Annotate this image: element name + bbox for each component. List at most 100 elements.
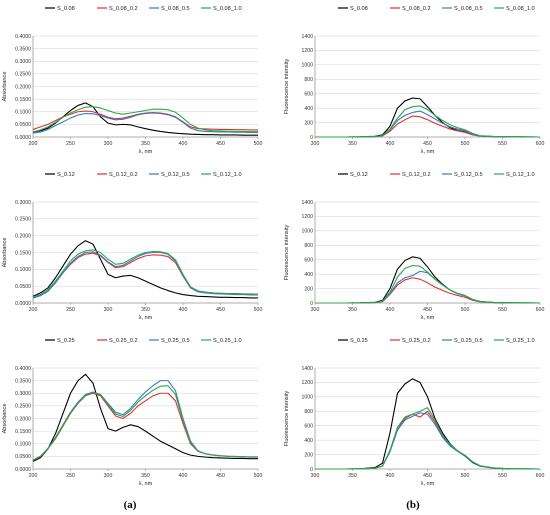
x-tick-label: 300 <box>104 473 113 479</box>
x-tick-label: 300 <box>104 141 113 147</box>
legend: S_0.08 S_0.08_0.2 S_0.08_0.5 S_0.08_1.0 <box>45 6 242 12</box>
series-line-S_0.08 <box>315 97 541 138</box>
y-tick-label: 0.2000 <box>15 416 31 422</box>
legend-entry: S_0.08_1.0 <box>506 6 535 12</box>
legend-entry: S_0.12_0.5 <box>161 172 190 178</box>
y-tick-label: 0 <box>310 467 313 473</box>
y-tick-label: 1000 <box>301 229 313 235</box>
y-tick-label: 600 <box>304 92 313 98</box>
x-tick-label: 400 <box>179 307 188 313</box>
y-tick-label: 0.1500 <box>15 97 31 103</box>
legend-entry: S_0.12 <box>350 172 368 178</box>
x-tick-label: 500 <box>254 141 263 147</box>
series-line-S_0.25 <box>32 373 258 462</box>
y-tick-label: 0.4000 <box>15 34 31 40</box>
x-tick-label: 250 <box>66 473 75 479</box>
chart-panel-4: 0 200 400 600 800 1000 1200 1400 300 350 400 450 500… <box>284 172 544 321</box>
y-tick-label: 600 <box>304 424 313 430</box>
x-tick-label: 350 <box>141 307 150 313</box>
y-tick-label: 400 <box>304 272 313 278</box>
x-tick-label: 600 <box>536 141 545 147</box>
x-tick-label: 300 <box>311 141 320 147</box>
y-tick-label: 200 <box>304 452 313 458</box>
x-axis-label: λ, nm <box>421 149 435 155</box>
x-tick-label: 500 <box>461 141 470 147</box>
y-tick-label: 0.2500 <box>15 404 31 410</box>
legend-entry: S_0.12 <box>57 172 75 178</box>
y-tick-label: 1200 <box>301 214 313 220</box>
x-tick-label: 550 <box>498 141 507 147</box>
x-axis-label: λ, nm <box>139 149 153 155</box>
y-tick-label: 0.3000 <box>15 59 31 65</box>
legend-entry: S_0.08_0.2 <box>402 6 431 12</box>
y-tick-label: 200 <box>304 286 313 292</box>
series-line-S_0.08_1.0 <box>315 105 541 138</box>
y-axis-label: Fluorescence intensity <box>284 224 290 280</box>
chart-panel-1: 0.0000 0.0500 0.1000 0.1500 0.2000 0.2500 0.30… <box>2 6 262 155</box>
series-line-S_0.12_1.0 <box>315 264 541 304</box>
x-tick-label: 400 <box>386 307 395 313</box>
y-tick-label: 1400 <box>301 200 313 206</box>
series-line-S_0.25_1.0 <box>32 385 258 461</box>
x-tick-label: 550 <box>498 473 507 479</box>
legend-entry: S_0.08_0.5 <box>161 6 190 12</box>
legend-entry: S_0.25 <box>350 338 368 344</box>
x-tick-label: 600 <box>536 473 545 479</box>
x-tick-label: 200 <box>29 473 38 479</box>
series-line-S_0.08_1.0 <box>32 106 258 133</box>
y-tick-label: 0.1000 <box>15 267 31 273</box>
legend-entry: S_0.08_0.5 <box>454 6 483 12</box>
y-tick-label: 1400 <box>301 34 313 40</box>
y-tick-label: 800 <box>304 409 313 415</box>
legend-entry: S_0.25_0.5 <box>161 338 190 344</box>
y-tick-label: 1000 <box>301 63 313 69</box>
panel-label-a: (a) <box>124 499 137 511</box>
series-line-S_0.08_0.5 <box>315 110 541 138</box>
y-tick-label: 1200 <box>301 48 313 54</box>
series-line-S_0.12_0.5 <box>32 251 258 299</box>
legend-entry: S_0.12_1.0 <box>213 172 242 178</box>
y-tick-label: 0.0000 <box>15 301 31 307</box>
y-tick-label: 0.2000 <box>15 233 31 239</box>
chart-panel-3: 0.0000 0.0500 0.1000 0.1500 0.2000 0.2500 0.30… <box>2 172 262 321</box>
series-line-S_0.12 <box>32 240 258 299</box>
x-axis-label: λ, nm <box>139 315 153 321</box>
x-tick-label: 400 <box>386 141 395 147</box>
x-tick-label: 450 <box>216 307 225 313</box>
y-tick-label: 400 <box>304 106 313 112</box>
series-line-S_0.08_0.5 <box>32 112 258 134</box>
series-line-S_0.12 <box>315 256 541 304</box>
x-tick-label: 450 <box>423 307 432 313</box>
series-line-S_0.12_1.0 <box>32 249 258 298</box>
y-tick-label: 800 <box>304 243 313 249</box>
legend-entry: S_0.08 <box>57 6 75 12</box>
legend-entry: S_0.12_0.2 <box>402 172 431 178</box>
x-tick-label: 200 <box>29 141 38 147</box>
y-tick-label: 0.0500 <box>15 122 31 128</box>
y-tick-label: 0.0500 <box>15 454 31 460</box>
legend-entry: S_0.25_0.2 <box>109 338 138 344</box>
series-line-S_0.25_0.5 <box>315 412 541 470</box>
panel-label-b: (b) <box>406 499 420 511</box>
y-tick-label: 1400 <box>301 366 313 372</box>
y-axis-label: Fluorescence intensity <box>284 390 290 446</box>
legend-entry: S_0.12_1.0 <box>506 172 535 178</box>
x-tick-label: 200 <box>29 307 38 313</box>
series-line-S_0.12_0.5 <box>315 270 541 304</box>
legend-entry: S_0.12_0.5 <box>454 172 483 178</box>
y-axis-label: Absorbance <box>2 238 8 268</box>
x-axis-label: λ, nm <box>139 481 153 487</box>
y-tick-label: 0.1000 <box>15 110 31 116</box>
y-tick-label: 0.2500 <box>15 72 31 78</box>
x-tick-label: 350 <box>141 473 150 479</box>
x-tick-label: 300 <box>104 307 113 313</box>
x-tick-label: 350 <box>348 473 357 479</box>
y-tick-label: 0.3000 <box>15 391 31 397</box>
y-axis-label: Fluorescence intensity <box>284 58 290 114</box>
y-tick-label: 0.1000 <box>15 442 31 448</box>
x-tick-label: 300 <box>311 473 320 479</box>
x-tick-label: 400 <box>179 473 188 479</box>
y-tick-label: 0.1500 <box>15 250 31 256</box>
x-tick-label: 400 <box>179 141 188 147</box>
